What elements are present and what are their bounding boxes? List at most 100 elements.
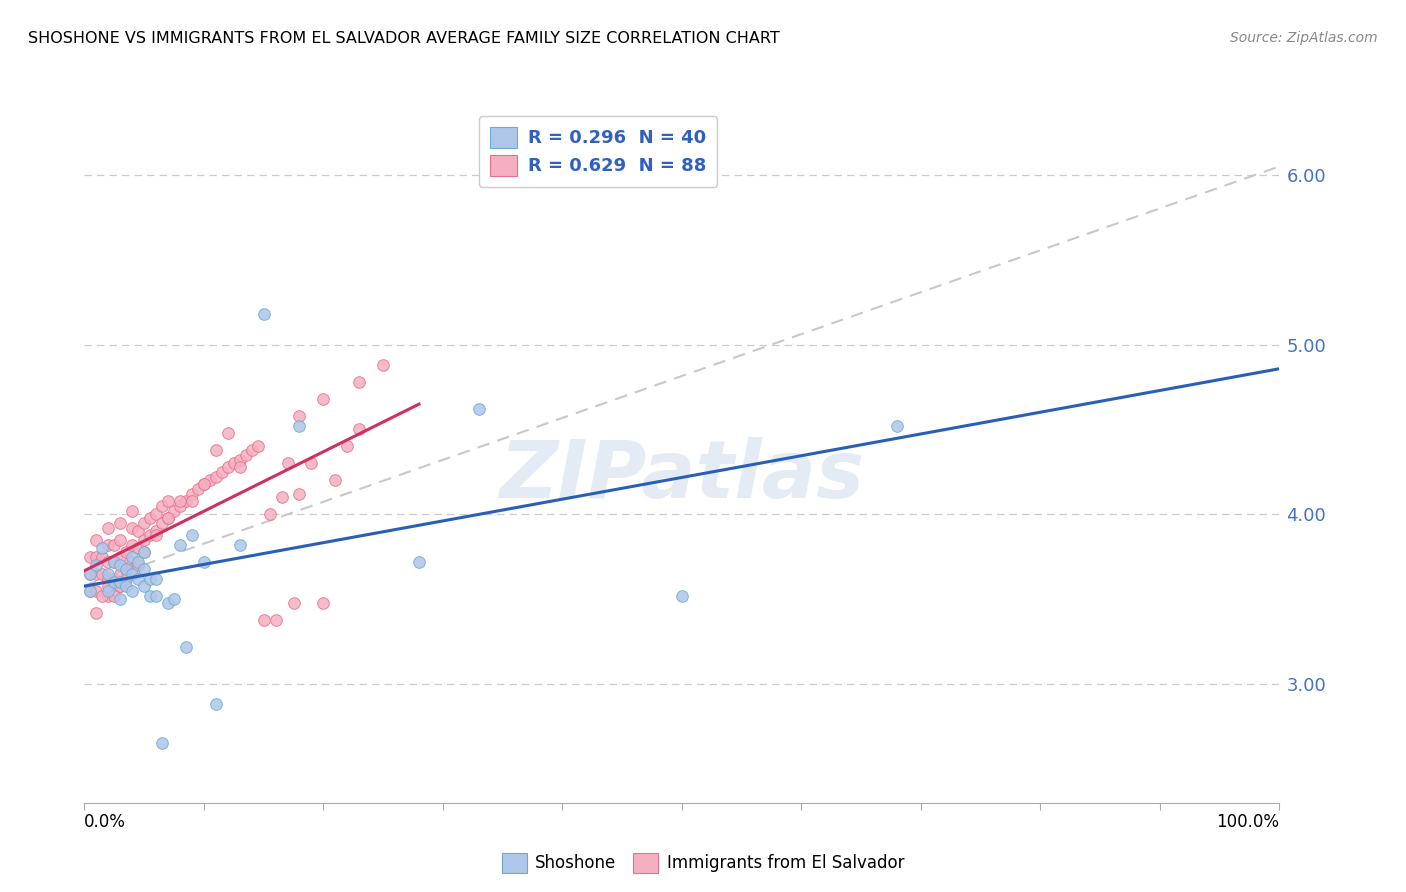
Point — [150, 736, 173, 750]
Point — [373, 358, 395, 372]
Point — [121, 521, 143, 535]
Point — [157, 493, 180, 508]
Point — [97, 555, 120, 569]
Point — [97, 583, 120, 598]
Point — [86, 566, 108, 581]
Point — [79, 566, 101, 581]
Point — [103, 555, 125, 569]
Point — [121, 583, 143, 598]
Point — [253, 613, 276, 627]
Point — [91, 589, 114, 603]
Point — [349, 422, 371, 436]
Point — [132, 533, 156, 547]
Point — [139, 572, 162, 586]
Point — [163, 504, 186, 518]
Point — [217, 425, 239, 440]
Point — [163, 592, 186, 607]
Point — [408, 555, 430, 569]
Point — [103, 555, 125, 569]
Point — [312, 596, 335, 610]
Point — [139, 527, 162, 541]
Point — [110, 516, 132, 530]
Point — [193, 476, 215, 491]
Point — [288, 409, 311, 423]
Point — [246, 439, 269, 453]
Point — [97, 578, 120, 592]
Point — [132, 544, 156, 558]
Point — [115, 572, 138, 586]
Point — [169, 493, 191, 508]
Point — [121, 566, 143, 581]
Point — [169, 538, 191, 552]
Point — [222, 457, 245, 471]
Point — [132, 561, 156, 575]
Point — [157, 510, 180, 524]
Point — [86, 583, 108, 598]
Point — [150, 516, 173, 530]
Point — [121, 555, 143, 569]
Text: ZIPatlas: ZIPatlas — [499, 437, 865, 515]
Point — [139, 510, 162, 524]
Point — [127, 555, 149, 569]
Point — [259, 508, 281, 522]
Point — [121, 504, 143, 518]
Point — [198, 474, 221, 488]
Point — [127, 524, 149, 539]
Point — [91, 541, 114, 556]
Point — [121, 538, 143, 552]
Point — [270, 491, 292, 505]
Point — [86, 606, 108, 620]
Point — [110, 575, 132, 590]
Point — [115, 544, 138, 558]
Point — [181, 487, 204, 501]
Point — [103, 589, 125, 603]
Point — [145, 508, 167, 522]
Point — [127, 572, 149, 586]
Point — [103, 575, 125, 590]
Point — [91, 549, 114, 564]
Point — [97, 566, 120, 581]
Text: 100.0%: 100.0% — [1216, 813, 1279, 831]
Point — [145, 589, 167, 603]
Point — [121, 561, 143, 575]
Point — [115, 561, 138, 575]
Point — [115, 561, 138, 575]
Point — [193, 476, 215, 491]
Point — [205, 698, 228, 712]
Point — [86, 549, 108, 564]
Point — [336, 439, 359, 453]
Point — [79, 583, 101, 598]
Point — [288, 419, 311, 434]
Point — [97, 538, 120, 552]
Point — [217, 459, 239, 474]
Point — [145, 572, 167, 586]
Point — [110, 592, 132, 607]
Point — [79, 566, 101, 581]
Legend: Shoshone, Immigrants from El Salvador: Shoshone, Immigrants from El Salvador — [495, 847, 911, 880]
Point — [301, 457, 323, 471]
Point — [211, 465, 233, 479]
Point — [150, 499, 173, 513]
Point — [127, 558, 149, 573]
Point — [187, 482, 209, 496]
Point — [132, 578, 156, 592]
Point — [115, 578, 138, 592]
Point — [110, 566, 132, 581]
Point — [181, 493, 204, 508]
Point — [110, 549, 132, 564]
Point — [157, 510, 180, 524]
Point — [86, 558, 108, 573]
Point — [139, 589, 162, 603]
Text: 0.0%: 0.0% — [84, 813, 127, 831]
Point — [886, 419, 908, 434]
Point — [181, 527, 204, 541]
Point — [205, 442, 228, 457]
Point — [110, 533, 132, 547]
Point — [277, 457, 299, 471]
Point — [110, 578, 132, 592]
Point — [110, 578, 132, 592]
Point — [264, 613, 287, 627]
Point — [86, 533, 108, 547]
Point — [145, 524, 167, 539]
Point — [229, 453, 252, 467]
